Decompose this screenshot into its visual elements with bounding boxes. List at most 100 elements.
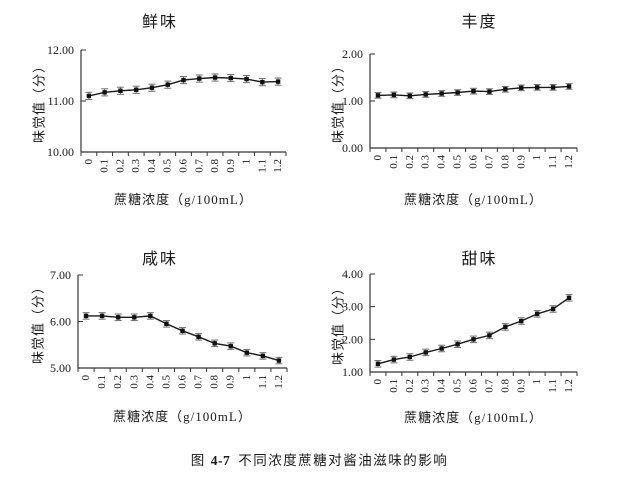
svg-text:1: 1 <box>531 155 543 161</box>
svg-text:0.2: 0.2 <box>112 375 124 389</box>
svg-text:0.3: 0.3 <box>420 379 432 393</box>
svg-text:0.00: 0.00 <box>342 141 363 155</box>
svg-text:0.7: 0.7 <box>483 155 495 169</box>
svg-text:0.5: 0.5 <box>452 379 464 393</box>
chart-title-umami: 鲜味 <box>141 14 178 31</box>
x-axis-tick-labels: 0 0.1 0.2 0.3 0.4 0.5 0.6 0.7 0.8 0.9 1 1.1 1.2 <box>80 375 285 389</box>
figure-caption: 图 4-7 不同浓度蔗糖对酱油滋味的影响 <box>0 449 639 469</box>
axes <box>80 50 286 153</box>
x-axis-title: 蔗糖浓度（g/100mL） <box>114 192 253 207</box>
y-axis-tick-labels: 0.00 1.00 2.00 <box>342 47 363 155</box>
svg-text:0.3: 0.3 <box>128 375 140 389</box>
axes <box>369 54 577 149</box>
richness-line-chart: 0.00 1.00 2.00 0 0.1 0.2 0.3 0.4 0.5 0.6 0.7 0.8 0.9… <box>342 47 578 169</box>
axes <box>369 274 577 373</box>
svg-text:0.8: 0.8 <box>209 375 221 389</box>
chart-panel-richness: 0.00 1.00 2.00 0 0.1 0.2 0.3 0.4 0.5 0.6 0.7 0.8 0.9… <box>320 0 639 230</box>
x-axis-title: 蔗糖浓度（g/100mL） <box>404 192 543 207</box>
y-axis-ticks <box>78 274 83 369</box>
svg-text:1.1: 1.1 <box>257 375 269 389</box>
svg-text:0.7: 0.7 <box>483 379 495 393</box>
umami-line-chart: 10.00 11.00 12.00 0 0.1 0.2 0.3 0.4 0.5 0.6 0.7 0.8… <box>47 43 287 173</box>
data-point-markers <box>86 75 281 99</box>
svg-text:0.1: 0.1 <box>99 159 111 173</box>
sweetness-line-chart: 1.00 2.00 3.00 4.00 0 0.1 0.2 0.3 0.4 0.5 0.6 0.7 0.… <box>342 267 578 393</box>
svg-text:7.00: 7.00 <box>50 268 71 282</box>
svg-text:0.8: 0.8 <box>209 159 221 173</box>
y-axis-title: 味觉值（分） <box>31 58 47 144</box>
y-axis-tick-labels: 5.00 6.00 7.00 <box>50 268 71 375</box>
svg-text:0: 0 <box>80 375 92 381</box>
svg-text:5.00: 5.00 <box>50 361 71 375</box>
x-axis-ticks <box>80 152 287 156</box>
svg-text:1.1: 1.1 <box>547 155 559 169</box>
data-point-markers <box>83 313 282 363</box>
svg-text:0.5: 0.5 <box>452 155 464 169</box>
svg-text:0.1: 0.1 <box>388 379 400 393</box>
svg-text:0.3: 0.3 <box>420 155 432 169</box>
error-bars <box>374 294 573 368</box>
svg-text:11.00: 11.00 <box>47 94 74 108</box>
svg-text:10.00: 10.00 <box>47 145 74 159</box>
chart-title-saltiness: 咸味 <box>141 251 178 268</box>
svg-text:1: 1 <box>241 375 253 381</box>
svg-text:0: 0 <box>83 159 95 165</box>
x-axis-ticks <box>77 368 288 372</box>
svg-text:0.4: 0.4 <box>436 155 448 169</box>
svg-text:0.9: 0.9 <box>225 159 237 173</box>
svg-text:0.9: 0.9 <box>225 375 237 389</box>
x-axis-title: 蔗糖浓度（g/100mL） <box>113 409 252 424</box>
svg-text:6.00: 6.00 <box>50 315 71 329</box>
x-axis-ticks <box>369 372 578 376</box>
series-line <box>86 315 280 362</box>
svg-text:0.4: 0.4 <box>146 159 158 173</box>
svg-text:2.00: 2.00 <box>342 332 363 346</box>
chart-title-richness: 丰度 <box>461 14 498 31</box>
svg-text:1.00: 1.00 <box>342 365 363 379</box>
svg-text:0.6: 0.6 <box>177 375 189 389</box>
y-axis-tick-labels: 1.00 2.00 3.00 4.00 <box>342 267 363 379</box>
svg-text:0.6: 0.6 <box>178 159 190 173</box>
svg-text:1.2: 1.2 <box>273 375 285 389</box>
svg-text:0.8: 0.8 <box>499 379 511 393</box>
error-bars <box>85 73 282 100</box>
svg-text:0.2: 0.2 <box>114 159 126 173</box>
y-axis-tick-labels: 10.00 11.00 12.00 <box>47 43 74 159</box>
chart-title-sweetness: 甜味 <box>461 251 498 268</box>
data-point-markers <box>375 295 572 367</box>
caption-number: 4-7 <box>210 453 231 468</box>
svg-text:1.1: 1.1 <box>547 379 559 393</box>
svg-text:12.00: 12.00 <box>47 43 74 57</box>
svg-text:0: 0 <box>372 155 384 161</box>
y-axis-title: 味觉值（分） <box>30 279 46 365</box>
svg-text:0.7: 0.7 <box>193 159 205 173</box>
svg-text:0.9: 0.9 <box>515 155 527 169</box>
svg-text:0.1: 0.1 <box>388 155 400 169</box>
svg-text:1: 1 <box>531 379 543 385</box>
chart-panel-saltiness: 5.00 6.00 7.00 0 0.1 0.2 0.3 0.4 0.5 0.6 0.7 0.8 0.9… <box>0 240 320 450</box>
svg-text:0.1: 0.1 <box>96 375 108 389</box>
svg-text:1.2: 1.2 <box>563 155 575 169</box>
data-point-markers <box>375 84 572 99</box>
chart-panel-sweetness: 1.00 2.00 3.00 4.00 0 0.1 0.2 0.3 0.4 0.5 0.6 0.7 0.… <box>320 240 639 450</box>
svg-text:4.00: 4.00 <box>342 267 363 281</box>
y-axis-ticks <box>81 49 86 153</box>
caption-prefix: 图 <box>190 453 206 468</box>
y-axis-title: 味觉值（分） <box>330 58 346 144</box>
svg-text:1.2: 1.2 <box>563 379 575 393</box>
svg-text:2.00: 2.00 <box>342 47 363 61</box>
y-axis-ticks <box>370 273 375 373</box>
error-bars <box>82 312 283 365</box>
x-axis-ticks <box>369 148 578 152</box>
svg-text:0.6: 0.6 <box>468 155 480 169</box>
svg-text:1.1: 1.1 <box>256 159 268 173</box>
caption-text: 不同浓度蔗糖对酱油滋味的影响 <box>238 453 449 468</box>
chart-panel-umami: 10.00 11.00 12.00 0 0.1 0.2 0.3 0.4 0.5 0.6 0.7 0.8… <box>0 0 320 230</box>
svg-text:0.2: 0.2 <box>404 155 416 169</box>
svg-text:0.2: 0.2 <box>404 379 416 393</box>
svg-text:1: 1 <box>241 159 253 165</box>
x-axis-tick-labels: 0 0.1 0.2 0.3 0.4 0.5 0.6 0.7 0.8 0.9 1 1.1 1.2 <box>83 159 284 173</box>
svg-text:0.3: 0.3 <box>130 159 142 173</box>
svg-text:0.9: 0.9 <box>515 379 527 393</box>
